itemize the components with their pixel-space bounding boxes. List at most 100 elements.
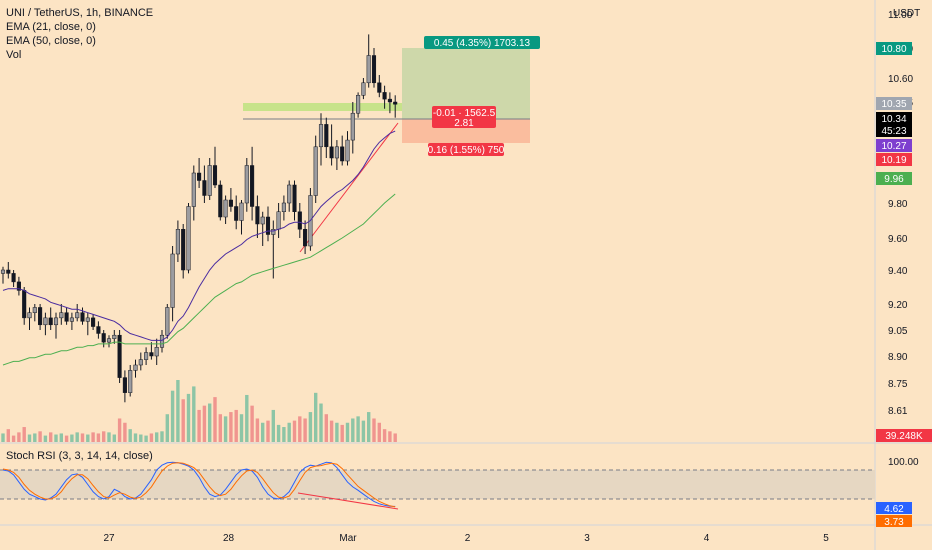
volume-bar bbox=[393, 433, 397, 442]
volume-bar bbox=[155, 432, 159, 442]
volume-bar bbox=[59, 433, 63, 442]
rsi-divergence-line bbox=[297, 492, 399, 510]
stoch-rsi-legend[interactable]: Stoch RSI (3, 3, 14, 14, close) bbox=[6, 450, 153, 462]
candle-body bbox=[186, 206, 191, 271]
time-tick-label: 4 bbox=[704, 533, 710, 544]
candle-body bbox=[159, 334, 165, 348]
time-tick-label: 5 bbox=[823, 533, 829, 544]
candle-body bbox=[133, 364, 138, 371]
volume-bar bbox=[192, 386, 196, 442]
price-tag-box bbox=[876, 139, 912, 152]
volume-bar bbox=[38, 431, 42, 442]
candle-body bbox=[234, 206, 239, 221]
candle-body bbox=[228, 199, 233, 207]
price-tick-label: 8.75 bbox=[888, 379, 908, 390]
candle-body bbox=[223, 199, 228, 218]
candle-body bbox=[144, 352, 149, 360]
price-tick-label: 10.60 bbox=[888, 74, 913, 85]
candle-body bbox=[0, 269, 6, 274]
candle-body bbox=[207, 165, 212, 196]
candle-body bbox=[387, 98, 392, 103]
candle-body bbox=[345, 139, 350, 162]
volume-bar bbox=[382, 429, 387, 442]
volume-bar bbox=[43, 435, 48, 442]
candle-body bbox=[181, 229, 186, 271]
stoch-d-line bbox=[2, 462, 396, 508]
candle-body bbox=[117, 334, 122, 378]
price-tick-label: 8.61 bbox=[888, 406, 908, 417]
price-tag-label: 10.34 bbox=[881, 114, 906, 125]
symbol-title[interactable]: UNI / TetherUS, 1h, BINANCE bbox=[6, 7, 154, 19]
candle-body bbox=[69, 317, 74, 322]
volume-bar bbox=[176, 380, 180, 442]
candle-body bbox=[218, 184, 223, 218]
candle-body bbox=[11, 273, 16, 283]
candle-body bbox=[32, 307, 37, 313]
time-tick-label: 27 bbox=[103, 533, 115, 544]
price-tag-box bbox=[876, 172, 912, 185]
volume-bar bbox=[107, 432, 111, 442]
candle-body bbox=[85, 317, 90, 322]
volume-bar bbox=[149, 433, 154, 442]
candle-body bbox=[356, 95, 361, 114]
volume-bar bbox=[165, 414, 169, 442]
volume-bar bbox=[276, 424, 281, 442]
ema50-legend[interactable]: EMA (50, close, 0) bbox=[6, 35, 96, 47]
candle-body bbox=[329, 146, 334, 159]
rsi-tag-box bbox=[876, 502, 912, 514]
position-center-line1: -0.01 · 1562.5 bbox=[433, 108, 496, 119]
time-tick-label: 28 bbox=[223, 533, 235, 544]
rsi-band bbox=[0, 470, 875, 499]
candle-body bbox=[377, 82, 382, 93]
candle-body bbox=[149, 352, 154, 357]
price-tag-label: 10.19 bbox=[881, 155, 906, 166]
candle-body bbox=[64, 312, 69, 322]
chart-legend: UNI / TetherUS, 1h, BINANCE EMA (21, clo… bbox=[6, 6, 153, 62]
volume-bar bbox=[377, 422, 381, 442]
loss-label: 0.16 (1.55%) 750 bbox=[428, 145, 505, 156]
volume-bar bbox=[223, 416, 228, 442]
volume-bar bbox=[139, 434, 143, 442]
time-tick-label: 2 bbox=[465, 533, 471, 544]
candle-body bbox=[250, 165, 255, 207]
volume-bar bbox=[324, 414, 328, 442]
volume-bar bbox=[261, 422, 265, 442]
candle-body bbox=[75, 312, 80, 319]
candle-body bbox=[366, 55, 371, 84]
volume-bar bbox=[282, 427, 286, 442]
volume-legend[interactable]: Vol bbox=[6, 49, 22, 61]
candle-body bbox=[122, 377, 127, 393]
candle-body bbox=[80, 312, 85, 322]
volume-bar bbox=[186, 393, 191, 442]
volume-bar bbox=[213, 397, 217, 442]
candle-body bbox=[112, 334, 117, 339]
price-tag-label: 45:23 bbox=[881, 126, 906, 137]
volume-bar bbox=[117, 418, 122, 442]
profit-label-box bbox=[424, 36, 540, 49]
rsi-tag-box bbox=[876, 515, 912, 527]
volume-bar bbox=[345, 422, 350, 442]
candle-body bbox=[191, 172, 196, 207]
volume-bar bbox=[54, 434, 58, 442]
candle-body bbox=[292, 184, 297, 212]
candle-body bbox=[334, 146, 339, 159]
ema21-legend[interactable]: EMA (21, close, 0) bbox=[6, 21, 96, 33]
volume-bar bbox=[361, 420, 366, 442]
candle-body bbox=[59, 312, 64, 319]
volume-bar bbox=[170, 390, 175, 442]
price-tick-label: 9.05 bbox=[888, 326, 908, 337]
profit-label: 0.45 (4.35%) 1703.13 bbox=[434, 38, 531, 49]
candle-body bbox=[361, 82, 366, 96]
volume-bar bbox=[218, 414, 222, 442]
volume-bar bbox=[70, 434, 74, 442]
candle-body bbox=[382, 92, 387, 100]
candle-body bbox=[318, 124, 324, 148]
volume-bar bbox=[314, 392, 318, 442]
price-tag-label: 10.80 bbox=[881, 44, 906, 55]
candle-body bbox=[255, 206, 260, 225]
volume-bar bbox=[133, 433, 138, 442]
candle-body bbox=[393, 101, 398, 105]
trend-line bbox=[299, 122, 399, 253]
time-tick-label: 3 bbox=[584, 533, 590, 544]
